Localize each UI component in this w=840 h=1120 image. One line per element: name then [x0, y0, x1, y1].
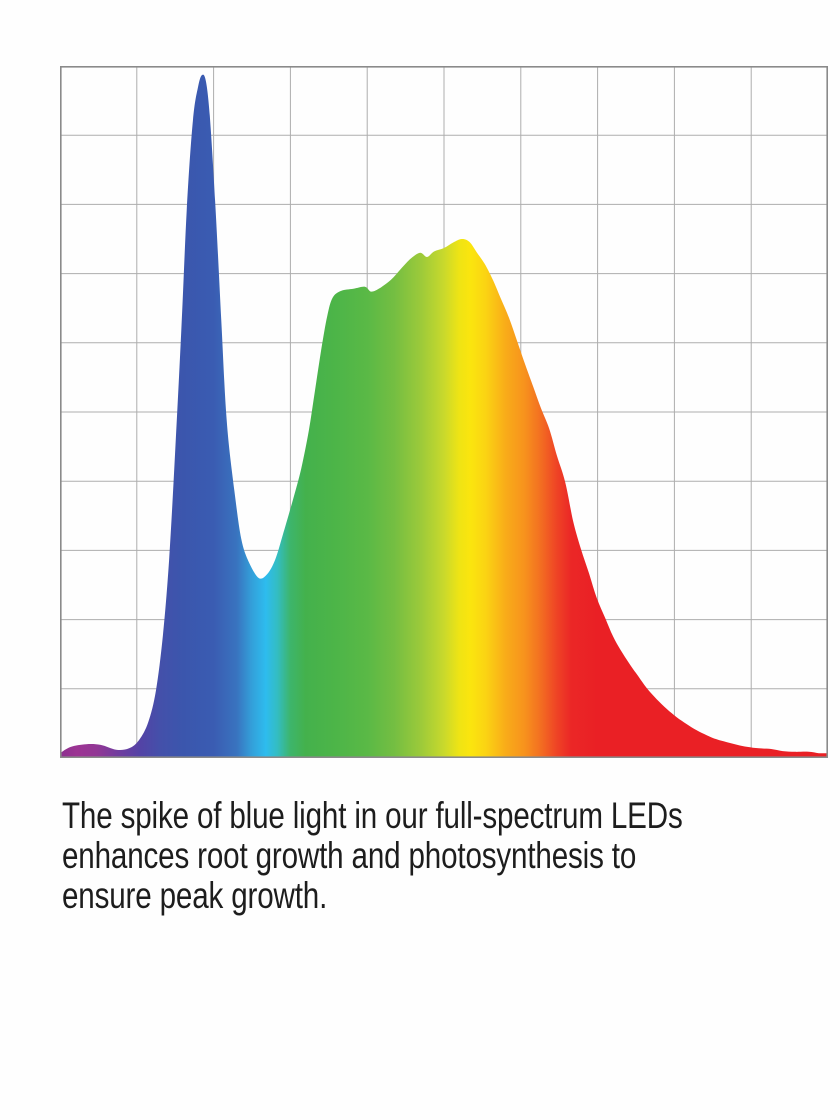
caption-line-2: enhances root growth and photosynthesis … [62, 835, 637, 876]
caption-line-3: ensure peak growth. [62, 875, 328, 916]
spectrum-fill [60, 74, 828, 758]
chart-caption: The spike of blue light in our full-spec… [62, 796, 814, 916]
led-spectrum-chart [60, 66, 828, 758]
spectrum-area-plot [60, 66, 828, 758]
caption-line-1: The spike of blue light in our full-spec… [62, 795, 683, 836]
plot-border [60, 66, 828, 758]
